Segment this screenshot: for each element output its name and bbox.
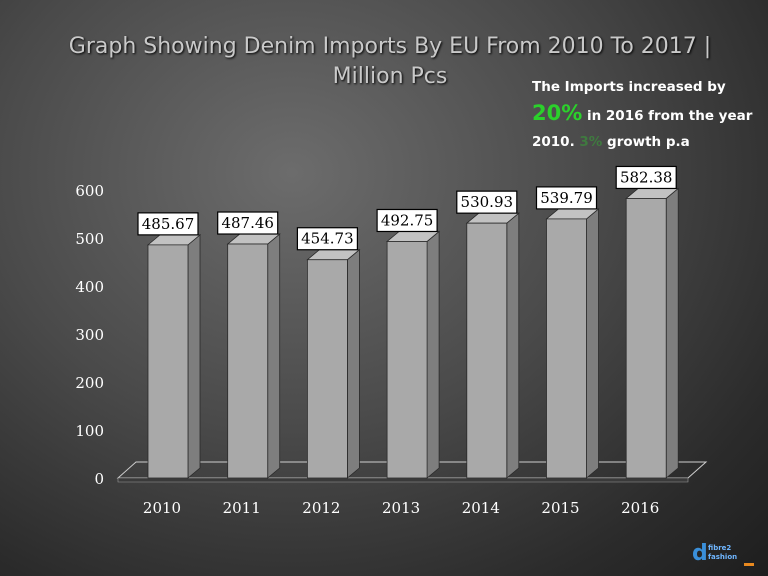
y-tick-label: 100: [75, 422, 104, 440]
data-label: 492.75: [381, 211, 434, 229]
y-tick-label: 600: [75, 182, 104, 200]
bar-side: [267, 233, 281, 479]
logo-text-bottom: fashion: [708, 553, 738, 561]
note-line2: 20% in 2016 from the year: [532, 100, 768, 129]
logo-text-top: fibre2: [708, 544, 732, 552]
chart-floor-edge: [117, 477, 689, 483]
bar: [147, 244, 189, 479]
x-tick-label: 2012: [302, 499, 340, 517]
note-line1: The Imports increased by: [532, 79, 726, 95]
chart-title-line1: Graph Showing Denim Imports By EU From 2…: [68, 34, 712, 59]
growth-note: The Imports increased by 20% in 2016 fro…: [532, 74, 768, 155]
data-label-box: [296, 227, 358, 251]
y-tick-label: 400: [75, 278, 104, 296]
bar-side: [426, 230, 440, 479]
bar: [625, 198, 667, 479]
bar-side: [665, 187, 679, 479]
bar: [306, 259, 348, 479]
logo-dash: [744, 563, 754, 566]
data-label: 454.73: [301, 230, 354, 248]
x-tick-label: 2016: [621, 499, 659, 517]
bar-side: [346, 248, 360, 479]
y-tick-label: 200: [75, 374, 104, 392]
x-tick-label: 2015: [541, 499, 579, 517]
logo-text: fibre2 fashion: [708, 544, 737, 562]
data-label: 487.46: [221, 214, 274, 232]
data-label-box: [376, 208, 438, 233]
bar-side: [506, 212, 520, 479]
note-line3-text: 2010.: [532, 134, 575, 150]
bar-side: [187, 234, 201, 479]
y-tick-label: 0: [94, 470, 104, 488]
logo-mark: d: [692, 541, 708, 566]
note-percent: 20%: [532, 101, 583, 125]
x-tick-label: 2010: [143, 499, 181, 517]
y-tick-label: 500: [75, 230, 104, 248]
data-label: 582.38: [620, 168, 673, 186]
y-tick-label: 300: [75, 326, 104, 344]
chart-title: Graph Showing Denim Imports By EU From 2…: [40, 32, 740, 92]
bar: [466, 222, 508, 479]
data-label: 539.79: [540, 189, 593, 207]
data-label-box: [535, 186, 598, 210]
data-label-box: [137, 212, 199, 236]
fibre2fashion-logo-icon: d fibre2 fashion: [692, 541, 754, 569]
data-label-box: [217, 211, 279, 235]
x-tick-label: 2013: [382, 499, 420, 517]
data-label: 530.93: [461, 193, 514, 211]
bar: [227, 243, 269, 479]
data-label-box: [615, 165, 677, 190]
bar: [546, 218, 587, 479]
x-tick-label: 2014: [462, 499, 500, 517]
chart-title-line2: Million Pcs: [332, 64, 448, 89]
note-line2-text: in 2016 from the year: [586, 108, 753, 124]
data-label-box: [456, 190, 518, 214]
bar-side: [586, 208, 599, 479]
note-line3: 2010. 3% growth p.a: [532, 129, 768, 155]
data-label: 485.67: [142, 215, 195, 233]
note-growth-text: growth p.a: [607, 134, 690, 150]
bar: [386, 241, 428, 479]
note-growth-percent: 3%: [579, 134, 603, 150]
x-tick-label: 2011: [223, 499, 261, 517]
